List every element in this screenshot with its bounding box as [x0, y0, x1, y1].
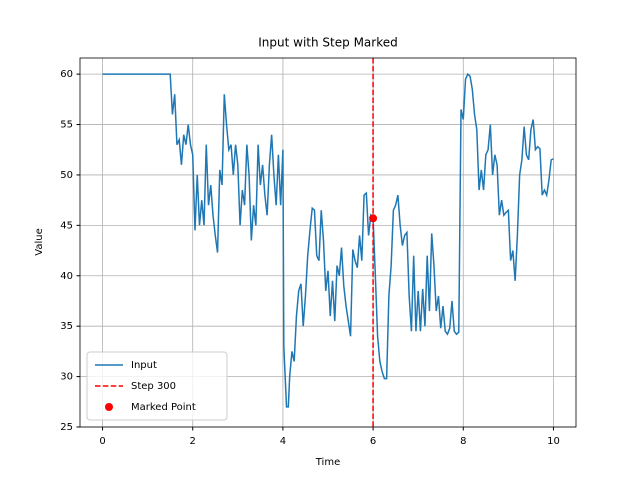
data-line: [102, 72, 554, 408]
x-tick-label: 8: [460, 436, 466, 447]
marked-point: [369, 214, 378, 223]
x-tick-label: 10: [547, 436, 560, 447]
y-tick-label: 60: [60, 69, 73, 80]
x-axis-label: Time: [315, 457, 340, 468]
y-tick-label: 25: [60, 422, 73, 433]
x-tick-label: 4: [280, 436, 286, 447]
y-tick-label: 55: [60, 120, 73, 131]
legend-box: [86, 351, 228, 421]
axes-frame: [79, 57, 577, 428]
x-tick-label: 2: [190, 436, 196, 447]
y-tick-label: 30: [60, 372, 73, 383]
legend-label: Step 300: [131, 381, 176, 392]
y-tick-label: 35: [60, 321, 73, 332]
x-tick-label: 0: [99, 436, 105, 447]
y-tick-label: 40: [60, 271, 73, 282]
y-tick-label: 45: [60, 220, 73, 231]
y-tick-label: 50: [60, 170, 73, 181]
chart-title: Input with Step Marked: [258, 36, 397, 50]
legend-label: Input: [131, 360, 157, 371]
y-axis-label: Value: [34, 228, 45, 255]
legend-label: Marked Point: [131, 402, 196, 413]
legend-swatch: [105, 403, 113, 411]
x-tick-label: 6: [370, 436, 376, 447]
